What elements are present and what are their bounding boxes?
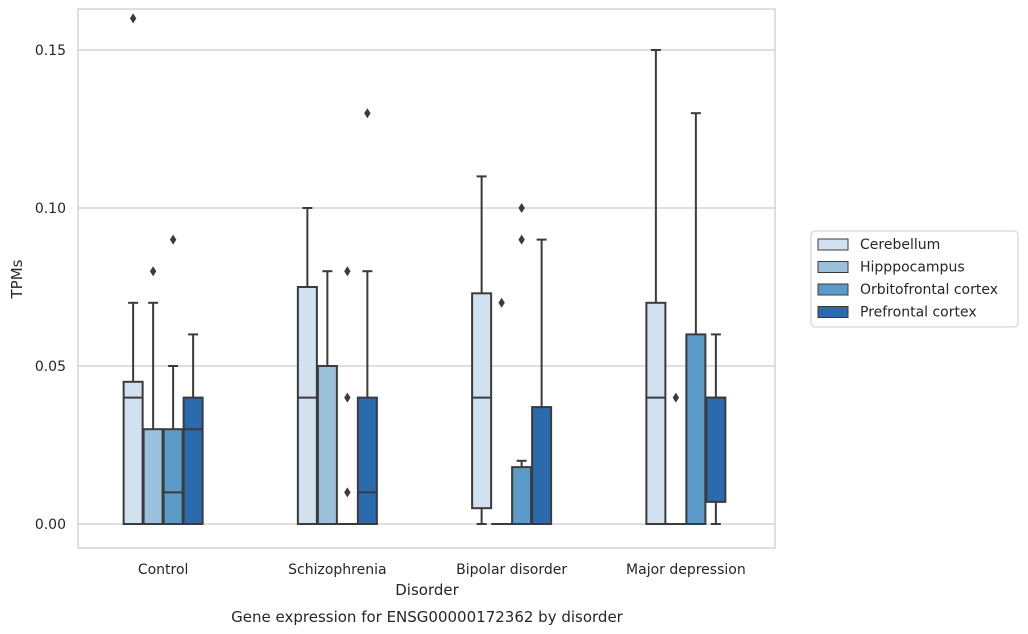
outlier-point xyxy=(344,487,351,498)
box-groups xyxy=(122,13,727,526)
box-orbitofrontal-cortex xyxy=(511,203,533,525)
box-prefrontal-cortex xyxy=(531,238,553,525)
legend-label: Hipppocampus xyxy=(860,260,965,276)
outlier-point xyxy=(518,203,525,213)
box xyxy=(471,292,493,510)
legend-frame xyxy=(810,230,1019,328)
outlier-point xyxy=(169,234,177,245)
box-prefrontal-cortex xyxy=(182,333,204,526)
box xyxy=(531,406,553,525)
box-orbitofrontal-cortex xyxy=(685,112,707,525)
legend-swatch xyxy=(817,261,849,273)
x-tick-label: Control xyxy=(138,562,189,578)
box-cerebellum xyxy=(645,49,667,525)
box xyxy=(645,301,667,525)
outlier-point xyxy=(344,266,351,277)
legend-label: Prefrontal cortex xyxy=(860,305,977,321)
legend: Cerebellum Hipppocampus Orbitofrontal cort… xyxy=(810,230,1019,328)
box-prefrontal-cortex xyxy=(356,108,378,526)
box xyxy=(685,333,707,525)
y-tick-label: 0.00 xyxy=(35,517,66,533)
y-axis-label: TPMs xyxy=(8,259,26,299)
outlier-point xyxy=(129,13,137,24)
box-hipppocampus xyxy=(665,392,687,526)
legend-label: Cerebellum xyxy=(860,237,940,253)
legend-label: Orbitofrontal cortex xyxy=(860,282,998,298)
box-cerebellum xyxy=(471,175,493,525)
box xyxy=(162,428,184,526)
x-tick-labels: Control Schizophrenia Bipolar disorder Majo… xyxy=(138,562,746,578)
outlier-point xyxy=(344,392,351,403)
legend-swatch xyxy=(817,306,849,318)
box xyxy=(182,396,204,526)
box-orbitofrontal-cortex xyxy=(336,266,358,526)
y-tick-labels: 0.000.050.100.150.200.250.30 xyxy=(35,43,66,533)
y-tick-label: 0.05 xyxy=(35,359,66,375)
box-hipppocampus xyxy=(142,266,164,526)
x-tick-label: Schizophrenia xyxy=(288,562,386,578)
box xyxy=(142,428,164,526)
box xyxy=(511,466,533,525)
legend-swatch xyxy=(817,283,849,296)
outlier-point xyxy=(498,297,505,308)
box-cerebellum xyxy=(122,13,144,525)
legend-swatch xyxy=(817,238,849,251)
box xyxy=(356,396,378,526)
x-tick-label: Major depression xyxy=(626,562,746,578)
outlier-point xyxy=(518,234,525,245)
x-tick-label: Bipolar disorder xyxy=(456,562,567,578)
box-cerebellum xyxy=(296,207,318,525)
y-tick-label: 0.10 xyxy=(35,201,66,217)
box xyxy=(705,396,727,503)
x-axis-label: Disorder xyxy=(395,581,459,599)
box xyxy=(122,380,144,525)
box-prefrontal-cortex xyxy=(705,333,727,525)
box-hipppocampus xyxy=(316,270,338,525)
plot-frame xyxy=(77,8,776,549)
outlier-point xyxy=(672,392,680,403)
box xyxy=(316,365,338,525)
chart-title: Gene expression for ENSG00000172362 by d… xyxy=(231,608,624,626)
box xyxy=(296,286,318,525)
outlier-point xyxy=(364,108,371,119)
y-tick-label: 0.15 xyxy=(35,43,66,59)
box-hipppocampus xyxy=(491,297,513,526)
box-orbitofrontal-cortex xyxy=(162,234,184,526)
outlier-point xyxy=(149,266,157,277)
